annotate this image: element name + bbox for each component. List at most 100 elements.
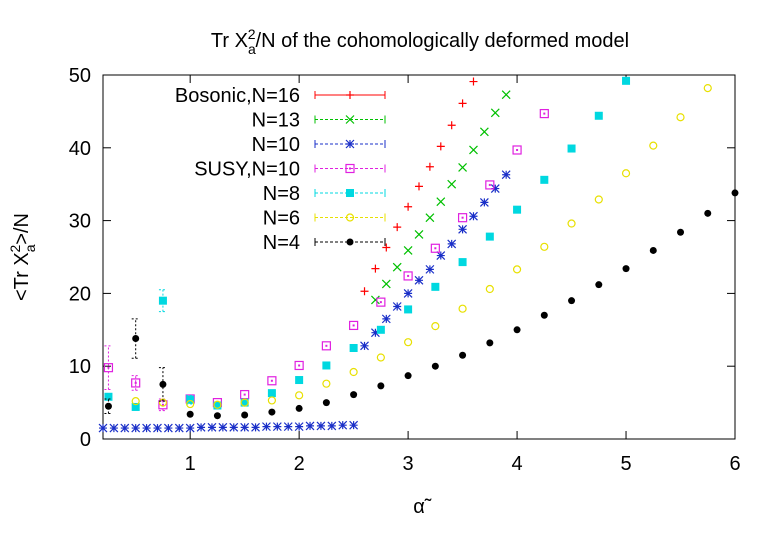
point xyxy=(458,163,468,172)
legend-label: SUSY,N=10 xyxy=(194,159,300,181)
error-bar xyxy=(158,289,167,313)
point xyxy=(251,422,260,432)
point xyxy=(322,379,331,388)
point xyxy=(404,338,413,347)
label-part: >/N xyxy=(11,213,33,245)
point xyxy=(267,396,276,405)
point xyxy=(458,258,467,267)
point xyxy=(103,363,114,373)
point-dot xyxy=(461,216,464,219)
chart-title: Tr Xa2/N of the cohomologically deformed… xyxy=(211,26,629,57)
point xyxy=(370,295,380,305)
point xyxy=(295,404,303,412)
label-part: a xyxy=(22,244,38,252)
point xyxy=(414,275,424,285)
point xyxy=(174,423,184,433)
y-tick-label: 30 xyxy=(69,211,91,233)
point xyxy=(295,391,304,400)
point xyxy=(240,422,250,432)
point xyxy=(213,412,221,420)
point xyxy=(436,142,445,151)
point xyxy=(540,175,549,184)
error-bar xyxy=(131,318,140,359)
point-dot xyxy=(434,247,437,250)
point xyxy=(447,239,457,249)
legend-marker xyxy=(346,91,354,99)
point xyxy=(567,219,576,228)
label-part: <Tr X xyxy=(11,252,33,301)
point xyxy=(404,305,413,314)
point xyxy=(360,287,369,296)
point-dot xyxy=(516,148,519,151)
point xyxy=(272,422,282,432)
point xyxy=(382,243,391,252)
x-tick-label: 3 xyxy=(403,453,414,475)
point xyxy=(327,421,337,431)
point-box xyxy=(321,341,331,351)
point-dot xyxy=(325,344,328,347)
point xyxy=(501,90,511,100)
legend-label: N=10 xyxy=(252,134,300,156)
point xyxy=(240,398,249,407)
point xyxy=(539,108,549,119)
point xyxy=(349,320,359,331)
point xyxy=(218,422,228,432)
point xyxy=(381,279,391,289)
legend-marker xyxy=(345,115,355,124)
point-dot xyxy=(243,393,246,396)
legend-label: N=13 xyxy=(252,110,300,132)
point xyxy=(240,389,250,400)
point xyxy=(376,297,386,307)
point xyxy=(731,189,739,197)
point xyxy=(371,264,380,273)
point-box xyxy=(539,108,549,119)
point xyxy=(349,367,358,377)
point xyxy=(349,420,359,430)
point-box xyxy=(349,320,359,331)
point xyxy=(567,144,576,153)
point xyxy=(469,77,478,86)
point xyxy=(485,232,494,241)
point-dot xyxy=(543,112,546,115)
point xyxy=(377,382,385,390)
point xyxy=(431,322,440,331)
point xyxy=(295,376,304,385)
point xyxy=(185,423,195,433)
label-part: 2 xyxy=(248,26,256,42)
point xyxy=(594,195,603,204)
point xyxy=(485,284,494,294)
point xyxy=(490,108,500,118)
point xyxy=(479,197,489,207)
point xyxy=(447,121,456,130)
point xyxy=(316,421,326,431)
point xyxy=(425,213,435,223)
error-bar xyxy=(131,375,140,391)
legend-marker xyxy=(346,189,354,197)
point xyxy=(436,251,446,260)
point xyxy=(132,335,140,343)
point xyxy=(229,422,239,432)
point xyxy=(703,84,712,93)
point xyxy=(403,271,413,281)
label-part: /N of the cohomologically deformed model xyxy=(256,30,630,52)
legend-marker xyxy=(345,163,355,174)
point xyxy=(457,213,468,223)
point xyxy=(207,422,217,432)
point xyxy=(131,378,141,388)
y-tick-label: 40 xyxy=(69,138,91,160)
point xyxy=(403,288,413,298)
point-dot xyxy=(107,366,110,369)
legend-label: N=4 xyxy=(263,232,300,254)
point xyxy=(142,423,152,433)
point xyxy=(196,422,206,432)
point xyxy=(447,179,457,189)
point xyxy=(120,423,130,433)
point xyxy=(109,423,119,433)
point xyxy=(458,99,467,108)
point xyxy=(163,423,173,433)
point xyxy=(622,265,630,273)
point-box xyxy=(403,271,413,281)
point-dot xyxy=(161,403,164,406)
point xyxy=(594,111,603,120)
point-box xyxy=(267,376,277,386)
